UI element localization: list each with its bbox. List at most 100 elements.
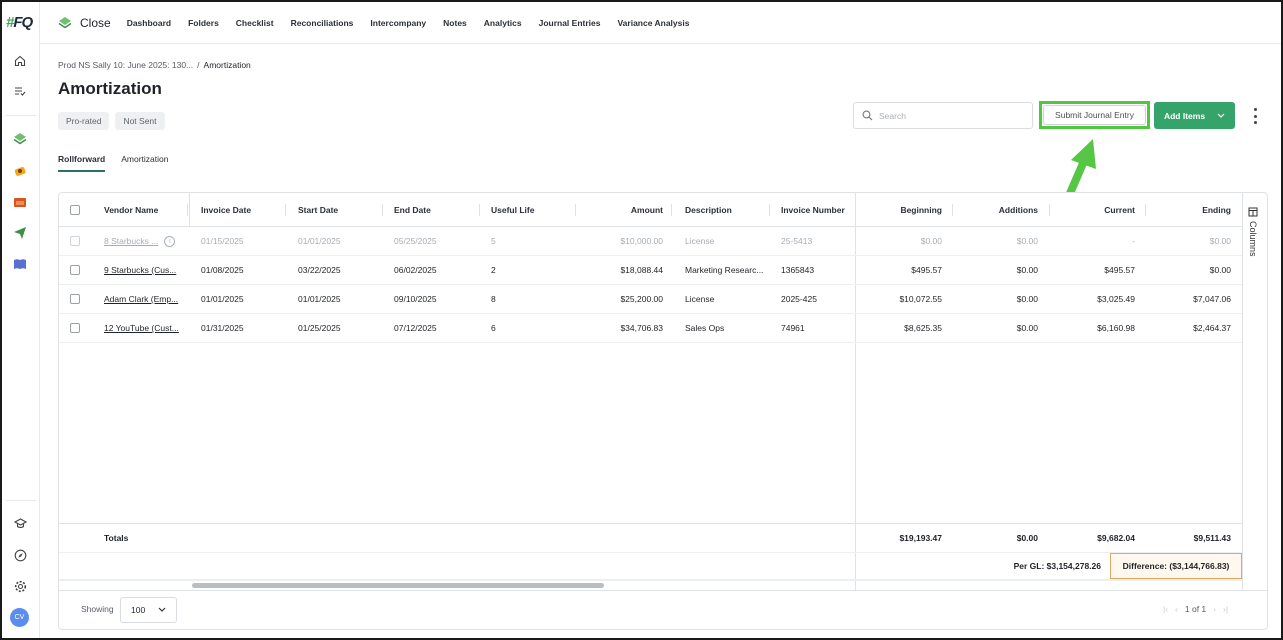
user-avatar[interactable]: CV: [10, 608, 29, 627]
current-cell: $495.57: [1104, 265, 1135, 275]
description-cell: Sales Ops: [685, 323, 725, 333]
row-checkbox[interactable]: [70, 314, 82, 342]
col-end-date[interactable]: End Date: [394, 204, 431, 215]
col-ending[interactable]: Ending: [1202, 204, 1231, 215]
vendor-cell[interactable]: Adam Clark (Emp...: [104, 294, 179, 304]
col-current[interactable]: Current: [1104, 204, 1135, 215]
select-all-checkbox[interactable]: [70, 193, 82, 226]
col-useful-life[interactable]: Useful Life: [491, 204, 535, 215]
ending-cell: $0.00: [1209, 265, 1231, 275]
submit-journal-entry-button[interactable]: Submit Journal Entry: [1043, 105, 1146, 125]
start-date-cell: 01/01/2025: [298, 236, 341, 246]
academy-icon[interactable]: [12, 515, 28, 531]
nav-dashboard[interactable]: Dashboard: [126, 17, 172, 28]
brand-label: Close: [80, 15, 111, 30]
description-cell: License: [685, 236, 715, 246]
row-checkbox[interactable]: [70, 227, 82, 255]
folder-app-icon[interactable]: [12, 194, 28, 210]
add-items-button[interactable]: Add Items: [1154, 102, 1235, 129]
beginning-cell: $0.00: [920, 236, 942, 246]
col-invoice-date[interactable]: Invoice Date: [201, 204, 252, 215]
intercompany-app-icon[interactable]: [12, 163, 28, 179]
columns-label: Columns: [1248, 221, 1258, 257]
invoice-date-cell: 01/01/2025: [201, 294, 244, 304]
close-app-icon[interactable]: [12, 131, 28, 147]
page-indicator: 1 of 1: [1184, 604, 1207, 614]
book-app-icon[interactable]: [12, 256, 28, 272]
vendor-cell[interactable]: 9 Starbucks (Cus...: [104, 265, 177, 275]
nav-checklist[interactable]: Checklist: [235, 17, 274, 28]
tab-amortization[interactable]: Amortization: [121, 154, 169, 164]
tasks-icon[interactable]: [12, 83, 28, 99]
totals-label: Totals: [104, 533, 129, 543]
ending-cell: $2,464.37: [1193, 323, 1231, 333]
nav-folders[interactable]: Folders: [188, 17, 219, 28]
col-amount[interactable]: Amount: [630, 204, 663, 215]
app-logo[interactable]: #FQ: [6, 14, 33, 31]
last-page-icon[interactable]: ›|: [1223, 604, 1229, 614]
nav-intercompany[interactable]: Intercompany: [370, 17, 427, 28]
next-page-icon[interactable]: ›: [1213, 604, 1217, 614]
add-items-label: Add Items: [1163, 110, 1206, 121]
beginning-cell: $10,072.55: [899, 294, 942, 304]
useful-life-cell: 8: [491, 294, 496, 304]
more-options-icon[interactable]: [1249, 108, 1261, 124]
amount-cell: $25,200.00: [620, 294, 663, 304]
send-app-icon[interactable]: [12, 225, 28, 241]
first-page-icon[interactable]: |‹: [1163, 604, 1169, 614]
col-start-date[interactable]: Start Date: [298, 204, 339, 215]
compass-icon[interactable]: [12, 547, 28, 563]
current-cell: $6,160.98: [1097, 323, 1135, 333]
table-row[interactable]: 8 Starbucks ... i 01/15/2025 01/01/2025 0…: [59, 227, 1242, 256]
search-box[interactable]: [853, 102, 1033, 129]
settings-gear-icon[interactable]: [12, 578, 28, 594]
search-input[interactable]: [879, 110, 1019, 121]
total-current: $9,682.04: [1097, 533, 1135, 543]
start-date-cell: 01/25/2025: [298, 323, 341, 333]
tab-rollforward[interactable]: Rollforward: [58, 154, 106, 172]
badge-prorated: Pro-rated: [58, 112, 110, 130]
breadcrumb: Prod NS Sally 10: June 2025: 130... / Am…: [58, 60, 251, 70]
nav-analytics[interactable]: Analytics: [483, 17, 522, 28]
row-checkbox[interactable]: [70, 256, 82, 284]
showing-label: Showing: [81, 604, 114, 614]
page-size-value: 100: [131, 605, 146, 615]
total-beginning: $19,193.47: [899, 533, 942, 543]
table-row[interactable]: 12 YouTube (Cust... 01/31/2025 01/25/202…: [59, 314, 1242, 343]
col-vendor-name[interactable]: Vendor Name: [104, 204, 159, 215]
nav-reconciliations[interactable]: Reconciliations: [290, 17, 354, 28]
horizontal-scrollbar[interactable]: [59, 580, 1242, 590]
vendor-cell[interactable]: 8 Starbucks ... i: [104, 227, 184, 255]
row-checkbox[interactable]: [70, 285, 82, 313]
useful-life-cell: 6: [491, 323, 496, 333]
badge-not-sent: Not Sent: [115, 112, 165, 130]
nav-notes[interactable]: Notes: [443, 17, 467, 28]
table-row[interactable]: Adam Clark (Emp... 01/01/2025 01/01/2025…: [59, 285, 1242, 314]
total-ending: $9,511.43: [1193, 533, 1231, 543]
table-row[interactable]: 9 Starbucks (Cus... 01/08/2025 03/22/202…: [59, 256, 1242, 285]
columns-panel-toggle[interactable]: Columns: [1242, 193, 1267, 591]
invoice-date-cell: 01/08/2025: [201, 265, 244, 275]
col-beginning[interactable]: Beginning: [900, 204, 942, 215]
start-date-cell: 03/22/2025: [298, 265, 341, 275]
page-size-select[interactable]: 100: [120, 597, 177, 623]
end-date-cell: 06/02/2025: [394, 265, 437, 275]
submit-highlight-box: [1039, 101, 1150, 129]
col-additions[interactable]: Additions: [998, 204, 1038, 215]
prev-page-icon[interactable]: ‹: [1175, 604, 1178, 614]
breadcrumb-parent[interactable]: Prod NS Sally 10: June 2025: 130...: [58, 60, 194, 70]
nav-variance-analysis[interactable]: Variance Analysis: [617, 17, 690, 28]
breadcrumb-separator: /: [197, 60, 200, 70]
invoice-date-cell: 01/31/2025: [201, 323, 244, 333]
table-footer: Showing 100 |‹ ‹ 1 of 1 › ›|: [59, 590, 1267, 629]
nav-journal-entries[interactable]: Journal Entries: [538, 17, 601, 28]
info-icon[interactable]: i: [164, 235, 176, 247]
col-invoice-number[interactable]: Invoice Number: [781, 204, 845, 215]
vendor-cell[interactable]: 12 YouTube (Cust...: [104, 323, 179, 333]
brand[interactable]: Close: [58, 16, 111, 30]
search-icon: [862, 110, 873, 121]
breadcrumb-current: Amortization: [203, 60, 251, 70]
home-icon[interactable]: [12, 53, 28, 69]
col-description[interactable]: Description: [685, 204, 732, 215]
amount-cell: $34,706.83: [620, 323, 663, 333]
